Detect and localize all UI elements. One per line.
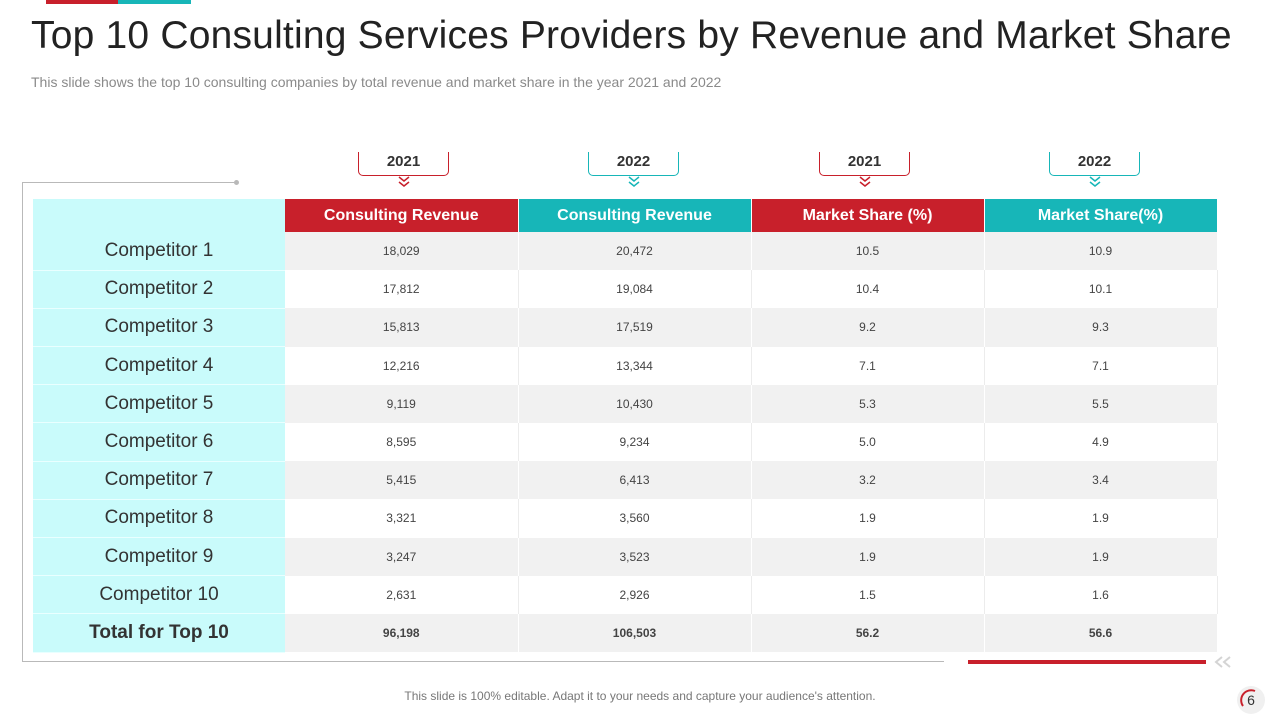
cell-share-2022: 5.5 [984, 384, 1218, 423]
cell-share-2022: 10.9 [984, 232, 1218, 271]
page-number-arc-icon [1240, 689, 1256, 707]
cell-share-2022: 1.6 [984, 575, 1218, 614]
double-chevron-left-icon [1214, 656, 1231, 668]
frame-line-left [22, 182, 23, 662]
cell-revenue-2022: 13,344 [518, 346, 752, 385]
header-blank-cell [33, 199, 285, 232]
competitor-label: Competitor 3 [33, 308, 285, 348]
header-revenue-2022: Consulting Revenue [518, 199, 752, 232]
competitor-label: Competitor 8 [33, 499, 285, 539]
chevron-down-icon [398, 176, 410, 187]
cell-revenue-2021: 9,119 [285, 384, 519, 423]
frame-dot [234, 180, 239, 185]
cell-revenue-2022: 10,430 [518, 384, 752, 423]
table-body: Competitor 1 18,029 20,472 10.5 10.9 Competit… [33, 232, 1218, 653]
table-row: Competitor 5 9,119 10,430 5.3 5.5 [33, 384, 1218, 424]
chevron-down-icon [859, 176, 871, 187]
frame-line-bottom [22, 661, 944, 662]
table-row: Competitor 10 2,631 2,926 1.5 1.6 [33, 575, 1218, 615]
competitor-label: Competitor 9 [33, 537, 285, 577]
cell-share-2022: 1.9 [984, 537, 1218, 576]
cell-share-2022: 3.4 [984, 461, 1218, 500]
header-share-2021: Market Share (%) [751, 199, 985, 232]
cell-share-2021: 10.5 [751, 232, 985, 271]
cell-share-2021: 7.1 [751, 346, 985, 385]
cell-share-2021: 5.3 [751, 384, 985, 423]
cell-revenue-2021: 15,813 [285, 308, 519, 347]
chevron-down-icon [628, 176, 640, 187]
competitor-label: Competitor 5 [33, 384, 285, 424]
competitor-label: Competitor 6 [33, 422, 285, 462]
cell-share-2021: 5.0 [751, 422, 985, 462]
cell-share-2021: 56.2 [751, 613, 985, 653]
cell-share-2022: 9.3 [984, 308, 1218, 347]
revenue-table-container: Consulting Revenue Consulting Revenue Ma… [33, 199, 1218, 653]
cell-revenue-2022: 2,926 [518, 575, 752, 614]
accent-bar-teal [118, 0, 191, 4]
cell-revenue-2022: 19,084 [518, 270, 752, 309]
cell-share-2022: 10.1 [984, 270, 1218, 309]
table-row: Competitor 3 15,813 17,519 9.2 9.3 [33, 308, 1218, 348]
header-share-2022: Market Share(%) [984, 199, 1218, 232]
cell-share-2021: 1.5 [751, 575, 985, 614]
cell-revenue-2022: 20,472 [518, 232, 752, 271]
accent-bar-red [46, 0, 118, 4]
year-tag-revenue-2022: 2022 [588, 152, 679, 176]
competitor-label: Competitor 10 [33, 575, 285, 615]
slide-title: Top 10 Consulting Services Providers by … [31, 14, 1232, 57]
cell-share-2021: 1.9 [751, 499, 985, 538]
year-tag-revenue-2021: 2021 [358, 152, 449, 176]
table-row: Competitor 2 17,812 19,084 10.4 10.1 [33, 270, 1218, 309]
footer-note: This slide is 100% editable. Adapt it to… [404, 689, 876, 703]
cell-revenue-2022: 3,560 [518, 499, 752, 538]
cell-revenue-2022: 3,523 [518, 537, 752, 576]
slide-subtitle: This slide shows the top 10 consulting c… [31, 74, 722, 90]
year-tag-share-2022: 2022 [1049, 152, 1140, 176]
cell-revenue-2022: 17,519 [518, 308, 752, 347]
cell-share-2021: 10.4 [751, 270, 985, 309]
header-revenue-2021: Consulting Revenue [285, 199, 519, 232]
cell-revenue-2021: 96,198 [285, 613, 519, 653]
competitor-label: Competitor 7 [33, 461, 285, 500]
cell-revenue-2021: 3,247 [285, 537, 519, 576]
cell-revenue-2022: 106,503 [518, 613, 752, 653]
year-tag-share-2021: 2021 [819, 152, 910, 176]
bottom-accent-bar [968, 660, 1206, 664]
cell-revenue-2021: 3,321 [285, 499, 519, 538]
cell-revenue-2021: 12,216 [285, 346, 519, 385]
table-row: Competitor 9 3,247 3,523 1.9 1.9 [33, 537, 1218, 577]
cell-revenue-2021: 5,415 [285, 461, 519, 500]
revenue-market-share-table: Consulting Revenue Consulting Revenue Ma… [33, 199, 1218, 653]
table-row: Competitor 8 3,321 3,560 1.9 1.9 [33, 499, 1218, 539]
table-row: Competitor 6 8,595 9,234 5.0 4.9 [33, 422, 1218, 462]
competitor-label: Competitor 2 [33, 270, 285, 309]
cell-share-2021: 3.2 [751, 461, 985, 500]
cell-revenue-2021: 17,812 [285, 270, 519, 309]
cell-share-2021: 9.2 [751, 308, 985, 347]
frame-line-top [22, 182, 236, 183]
cell-revenue-2022: 9,234 [518, 422, 752, 462]
competitor-label: Competitor 1 [33, 232, 285, 271]
competitor-label: Competitor 4 [33, 346, 285, 386]
cell-revenue-2021: 2,631 [285, 575, 519, 614]
cell-share-2021: 1.9 [751, 537, 985, 576]
chevron-down-icon [1089, 176, 1101, 187]
cell-share-2022: 7.1 [984, 346, 1218, 385]
cell-revenue-2022: 6,413 [518, 461, 752, 500]
total-label: Total for Top 10 [33, 613, 285, 653]
table-total-row: Total for Top 10 96,198 106,503 56.2 56.6 [33, 613, 1218, 653]
cell-revenue-2021: 18,029 [285, 232, 519, 271]
table-row: Competitor 1 18,029 20,472 10.5 10.9 [33, 232, 1218, 271]
cell-revenue-2021: 8,595 [285, 422, 519, 462]
cell-share-2022: 4.9 [984, 422, 1218, 462]
cell-share-2022: 56.6 [984, 613, 1218, 653]
table-row: Competitor 4 12,216 13,344 7.1 7.1 [33, 346, 1218, 386]
cell-share-2022: 1.9 [984, 499, 1218, 538]
table-row: Competitor 7 5,415 6,413 3.2 3.4 [33, 461, 1218, 500]
table-header-row: Consulting Revenue Consulting Revenue Ma… [33, 199, 1218, 232]
